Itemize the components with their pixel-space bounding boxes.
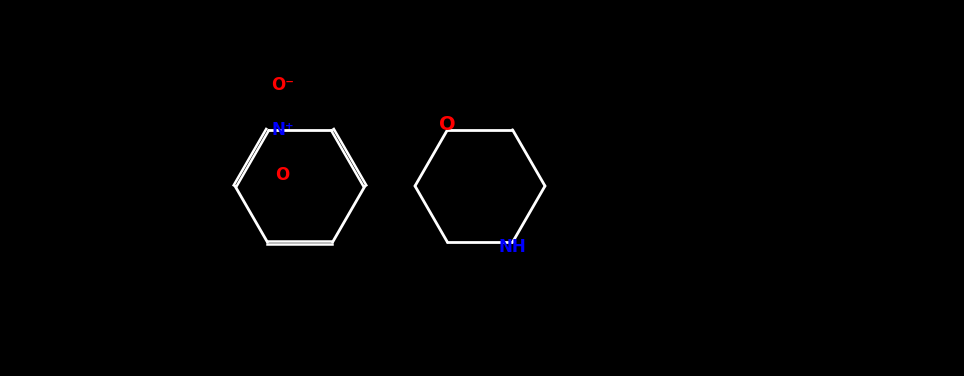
Text: N⁺: N⁺ [271, 121, 294, 139]
Text: O: O [440, 115, 456, 134]
Text: O: O [276, 166, 289, 184]
Text: O⁻: O⁻ [271, 76, 294, 94]
Text: NH: NH [498, 238, 526, 256]
